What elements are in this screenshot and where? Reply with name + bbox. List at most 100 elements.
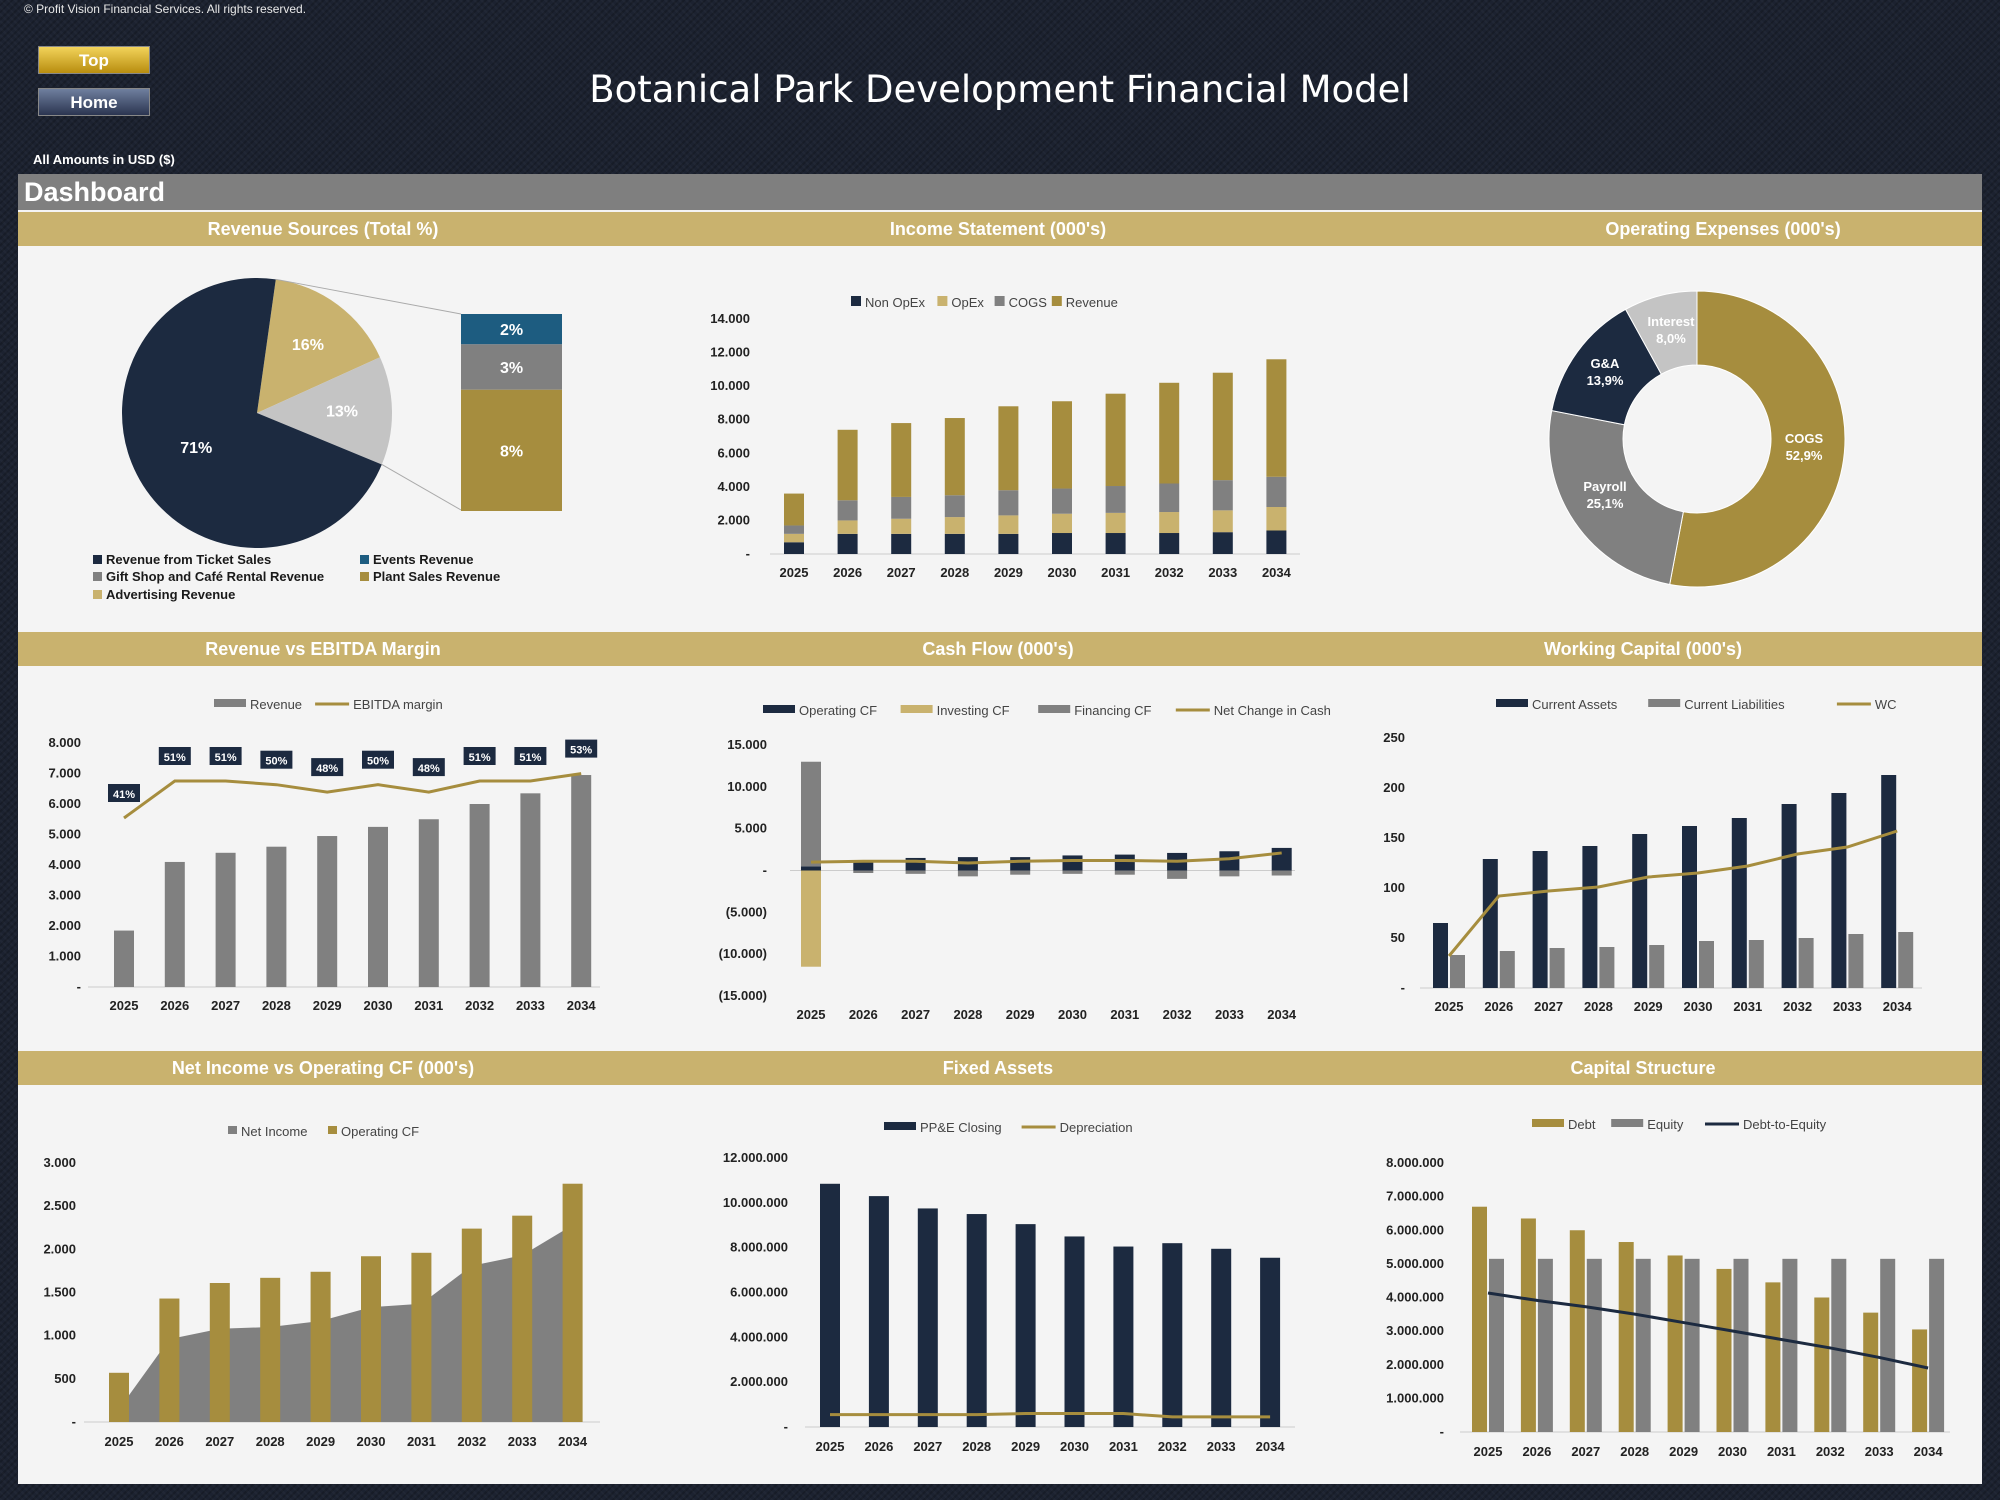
rev-ebitda-ytick: 3.000 <box>48 888 81 903</box>
fixed-assets-ytick: - <box>784 1419 788 1434</box>
equity-bar <box>1733 1258 1749 1432</box>
wc-xtick: 2025 <box>1435 999 1464 1014</box>
operating-cf-bar <box>260 1277 281 1422</box>
section-title-fixed-assets: Fixed Assets <box>942 1058 1054 1078</box>
revenue-sources-chart: 16% 13% 71% 2% 3% 8% Revenue from Ticket Sales… <box>93 278 562 602</box>
legend-swatch <box>93 572 102 581</box>
bar-segment <box>944 495 965 518</box>
cap-struct-ytick: 4.000.000 <box>1386 1290 1444 1305</box>
donut-label-name: COGS <box>1785 431 1824 446</box>
donut-label-name: Interest <box>1648 314 1696 329</box>
operating-cf-bar <box>159 1298 180 1422</box>
bar-of-pie-connector <box>275 278 462 315</box>
home-button[interactable]: Home <box>38 88 150 116</box>
fixed-assets-xtick: 2025 <box>816 1439 845 1454</box>
cap-struct-ytick: - <box>1440 1424 1444 1439</box>
cash-flow-legend-swatch <box>763 705 795 713</box>
rev-ebitda-xtick: 2027 <box>211 998 240 1013</box>
margin-label: 51% <box>215 752 237 764</box>
legend-swatch <box>93 590 102 599</box>
section-title-capital-structure: Capital Structure <box>1570 1058 1716 1078</box>
bar-segment <box>891 518 912 534</box>
equity-bar <box>1831 1258 1847 1432</box>
cash-flow-xtick: 2026 <box>849 1007 878 1022</box>
debt-bar <box>1569 1230 1585 1432</box>
bar-segment <box>891 423 912 497</box>
ppe-bar <box>917 1208 938 1427</box>
income-xtick: 2032 <box>1155 565 1184 580</box>
equity-bar <box>1684 1258 1700 1432</box>
section-title-revenue-ebitda: Revenue vs EBITDA Margin <box>205 639 441 659</box>
bar-segment <box>1105 533 1126 554</box>
cash-flow-bar <box>853 870 874 874</box>
ni-cf-xtick: 2033 <box>508 1434 537 1449</box>
wc-xtick: 2028 <box>1584 999 1613 1014</box>
ppe-bar <box>868 1196 889 1427</box>
bar-segment <box>1052 401 1072 489</box>
donut-slice <box>1624 290 1698 375</box>
fixed-assets-ytick: 8.000.000 <box>730 1240 788 1255</box>
income-legend-label: OpEx <box>951 295 984 310</box>
income-xtick: 2025 <box>780 565 809 580</box>
cap-struct-ytick: 2.000.000 <box>1386 1357 1444 1372</box>
cash-flow-legend-swatch <box>1038 705 1071 713</box>
current-liabilities-bar <box>1499 951 1515 988</box>
current-assets-bar <box>1881 775 1897 988</box>
margin-label-box <box>412 758 445 777</box>
bar-segment <box>891 496 912 519</box>
revenue-bar <box>164 861 185 987</box>
top-button[interactable]: Top <box>38 46 150 74</box>
cash-flow-xtick: 2032 <box>1163 1007 1192 1022</box>
fixed-assets-xtick: 2026 <box>864 1439 893 1454</box>
bar-segment <box>1212 532 1233 554</box>
rev-ebitda-legend-label: Revenue <box>250 697 302 712</box>
margin-label-box <box>108 784 140 802</box>
rev-ebitda-xtick: 2031 <box>414 998 443 1013</box>
capital-structure-chart: 8.000.000 7.000.000 6.000.000 5.000.000 4.00… <box>1386 1117 1950 1459</box>
rev-ebitda-ytick: 2.000 <box>48 918 81 933</box>
cash-flow-xtick: 2033 <box>1215 1007 1244 1022</box>
pie-label: 71% <box>180 440 212 457</box>
revenue-bar <box>114 930 134 987</box>
margin-label-box <box>362 750 394 769</box>
ni-cf-xtick: 2034 <box>558 1434 588 1449</box>
cap-struct-ytick: 1.000.000 <box>1386 1390 1444 1405</box>
cash-flow-legend-swatch <box>900 705 933 713</box>
bar-segment <box>1266 507 1287 531</box>
debt-bar <box>1863 1312 1879 1432</box>
donut-label-pct: 25,1% <box>1587 496 1624 511</box>
revenue-bar <box>571 775 592 987</box>
margin-label-box <box>514 747 547 765</box>
current-assets-bar <box>1831 793 1847 988</box>
cap-struct-ytick: 3.000.000 <box>1386 1323 1444 1338</box>
rev-ebitda-legend-label: EBITDA margin <box>353 697 443 712</box>
cap-struct-xtick: 2034 <box>1914 1444 1944 1459</box>
net-change-line <box>810 851 1282 865</box>
pie-label: 13% <box>326 404 358 421</box>
rev-ebitda-xtick: 2034 <box>567 998 597 1013</box>
ppe-bar <box>820 1183 840 1427</box>
bar-segment <box>837 520 858 534</box>
cap-struct-legend-swatch <box>1532 1119 1564 1127</box>
cash-flow-xtick: 2031 <box>1110 1007 1139 1022</box>
revenue-bar <box>368 826 388 987</box>
margin-label-box <box>311 758 344 777</box>
income-ytick: - <box>746 546 750 561</box>
cash-flow-bar <box>1010 857 1031 871</box>
margin-label: 51% <box>469 752 491 764</box>
ni-cf-xtick: 2027 <box>205 1434 234 1449</box>
wc-xtick: 2027 <box>1534 999 1563 1014</box>
currency-note: All Amounts in USD ($) <box>33 152 175 167</box>
bar-segment <box>1159 512 1180 534</box>
bar-segment <box>1212 510 1233 533</box>
income-xtick: 2031 <box>1101 565 1130 580</box>
equity-bar <box>1586 1258 1602 1432</box>
margin-label-box <box>209 747 242 765</box>
ni-cf-xtick: 2031 <box>407 1434 436 1449</box>
fixed-assets-xtick: 2030 <box>1060 1439 1089 1454</box>
section-title-working-capital: Working Capital (000's) <box>1544 639 1742 659</box>
bar-segment <box>784 533 804 543</box>
revenue-bar <box>469 804 490 987</box>
equity-bar <box>1635 1258 1651 1432</box>
